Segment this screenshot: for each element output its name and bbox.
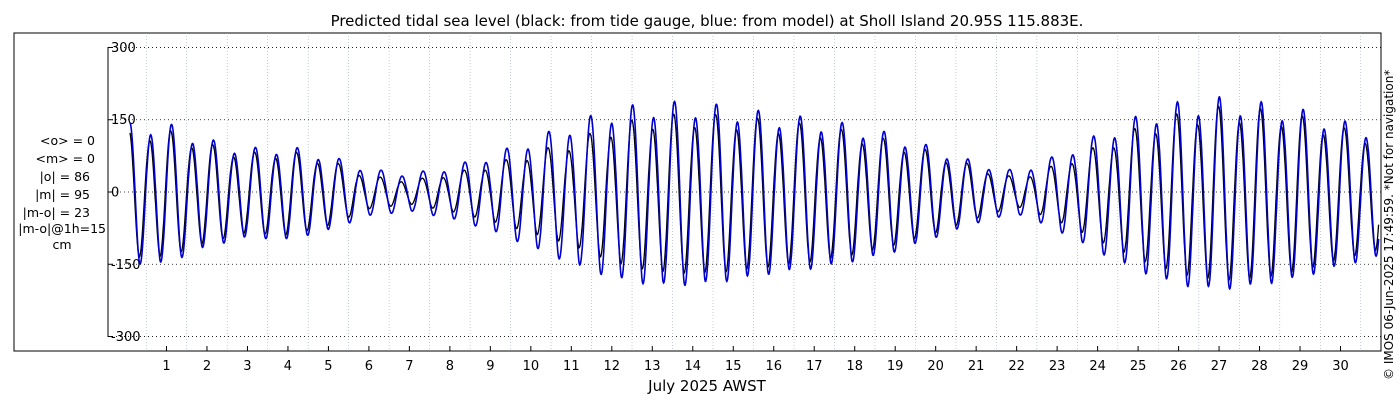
x-tick-label: 1	[162, 359, 170, 374]
x-tick-label: 28	[1251, 359, 1268, 374]
stat-m-abs: |m| = 95	[35, 187, 90, 202]
x-tick-label: 13	[644, 359, 661, 374]
y-tick-label: -300	[111, 330, 141, 345]
x-tick-label: 7	[405, 359, 413, 374]
grid-layer	[108, 33, 1381, 351]
x-tick-label: 11	[563, 359, 580, 374]
x-tick-label: 8	[446, 359, 454, 374]
x-tick-label: 17	[806, 359, 823, 374]
x-tick-label: 15	[725, 359, 742, 374]
x-tick-label: 30	[1332, 359, 1349, 374]
chart-title: Predicted tidal sea level (black: from t…	[331, 12, 1084, 30]
x-tick-label: 24	[1089, 359, 1106, 374]
y-tick-label: -150	[111, 258, 141, 273]
x-tick-label: 9	[486, 359, 494, 374]
series-layer	[129, 96, 1380, 291]
y-tick-label: 150	[111, 113, 136, 128]
x-tick-label: 25	[1130, 359, 1147, 374]
y-tick-label: 300	[111, 41, 136, 56]
y-tick-label: 0	[111, 186, 119, 201]
x-axis-label: July 2025 AWST	[647, 377, 766, 395]
x-tick-label: 2	[203, 359, 211, 374]
series-line-model	[129, 96, 1380, 291]
x-tick-label: 3	[243, 359, 251, 374]
x-tick-label: 27	[1211, 359, 1228, 374]
x-tick-label: 6	[365, 359, 373, 374]
x-tick-label: 16	[765, 359, 782, 374]
x-tick-label: 22	[1008, 359, 1025, 374]
x-tick-label: 18	[846, 359, 863, 374]
stat-m-mean: <m> = 0	[36, 151, 96, 166]
stats-block: <o> = 0 <m> = 0 |o| = 86 |m| = 95 |m-o| …	[18, 133, 106, 252]
stat-o-abs: |o| = 86	[40, 169, 90, 184]
x-tick-label: 14	[685, 359, 702, 374]
stat-unit: cm	[52, 237, 71, 252]
x-tick-label: 21	[968, 359, 985, 374]
x-tick-label: 23	[1049, 359, 1066, 374]
x-tick-label: 4	[284, 359, 292, 374]
x-tick-label: 10	[523, 359, 540, 374]
stat-mo-abs: |m-o| = 23	[23, 205, 90, 220]
stat-o-mean: <o> = 0	[40, 133, 95, 148]
x-tick-label: 12	[604, 359, 621, 374]
x-tick-label: 29	[1292, 359, 1309, 374]
credit-text: © IMOS 06-Jun-2025 17:49:59. *Not for na…	[1382, 70, 1396, 380]
x-tick-label: 26	[1170, 359, 1187, 374]
x-tick-label: 5	[324, 359, 332, 374]
stat-mo-1h: |m-o|@1h=15	[18, 221, 106, 236]
x-tick-label: 19	[887, 359, 904, 374]
x-tick-label: 20	[927, 359, 944, 374]
